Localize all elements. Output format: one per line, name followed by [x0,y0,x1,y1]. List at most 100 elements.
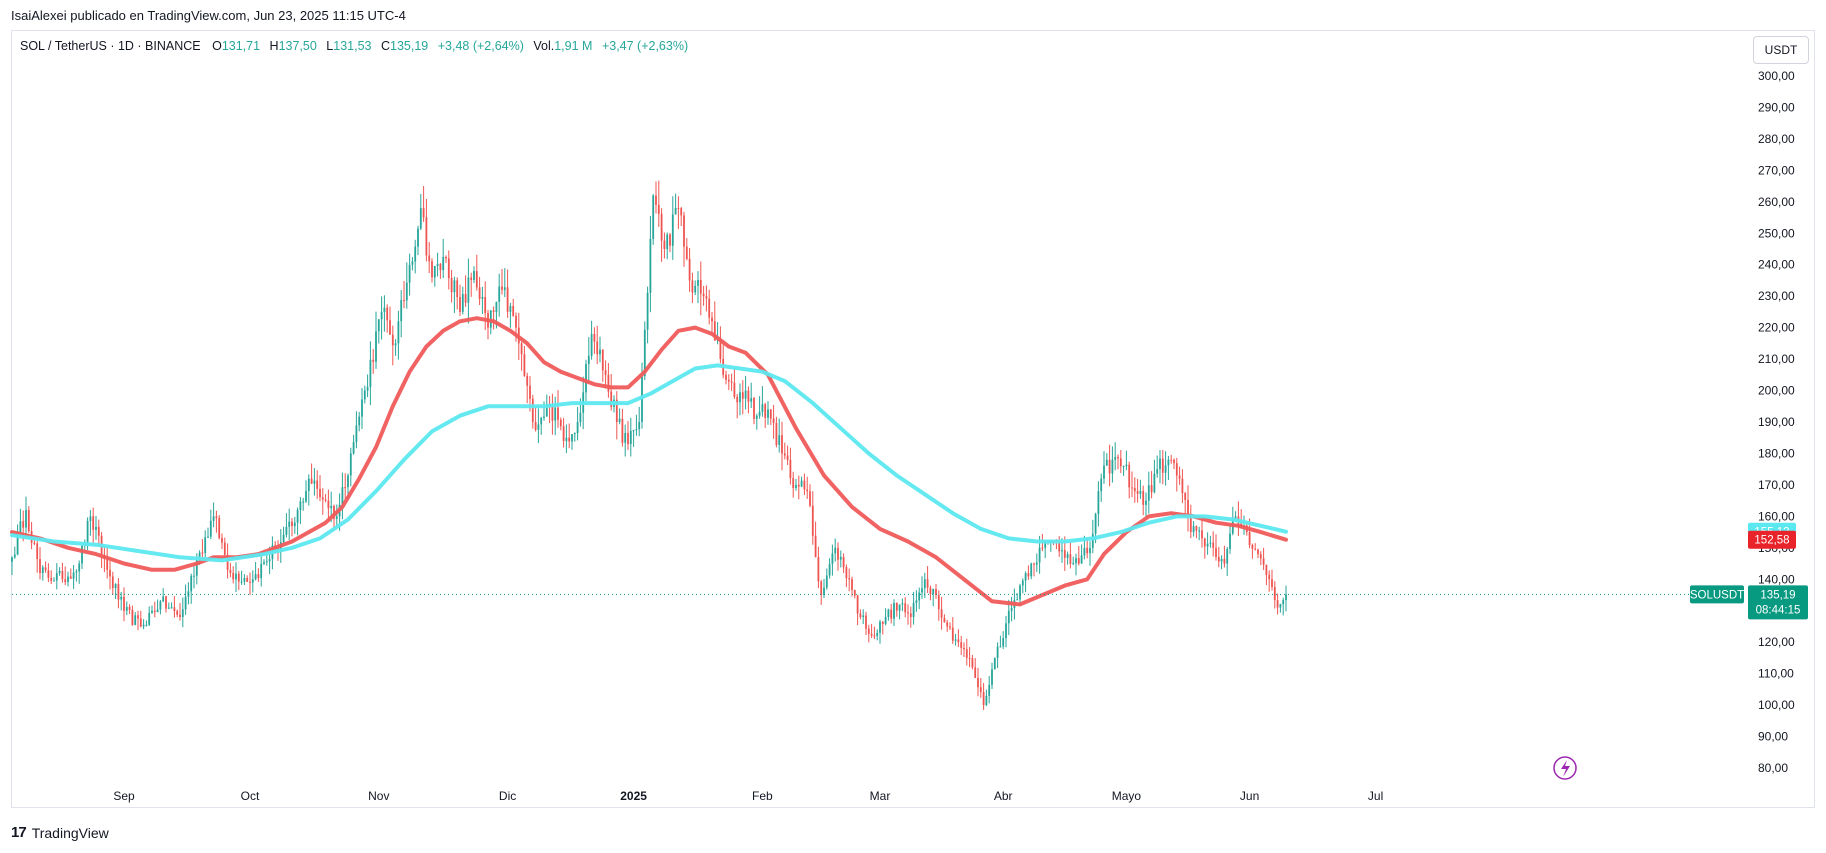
candle-body [97,526,100,536]
candle-body [16,532,19,555]
candle-body [691,280,694,293]
y-tick-label: 90,00 [1758,730,1788,744]
candle-body [1027,573,1030,577]
lightning-icon[interactable] [1553,756,1577,780]
candle-body [599,349,601,355]
candle-body [1035,562,1038,565]
brand[interactable]: 17 TradingView [11,824,109,841]
candle-body [1181,478,1184,494]
candle-body [232,572,235,580]
candle-body [39,559,41,573]
volume-label: Vol. [533,39,555,53]
price-change: +3,48 (+2,64%) [437,39,524,53]
symbol-tag [1690,585,1744,604]
candle-body [587,355,590,365]
candle-body [789,459,792,479]
candle-body [92,516,95,530]
candle-body [971,658,974,668]
candle-body [985,695,988,706]
candle-body [95,526,97,530]
candle-body [957,639,960,643]
open-label: O [212,39,222,53]
candle-body [1128,464,1131,488]
x-tick-label: Dic [499,789,516,803]
candle-body [733,382,736,397]
candle-body [929,587,932,594]
candle-body [111,576,114,589]
candle-body [201,552,204,554]
candle-body [1024,573,1027,581]
brand-name: TradingView [31,824,109,841]
candle-body [223,542,226,555]
candle-body [249,581,251,583]
candle-body [772,418,775,423]
y-tick-label: 170,00 [1758,478,1795,492]
candle-body [1273,587,1276,601]
candle-body [764,404,767,418]
candle-body [1257,549,1259,555]
candle-body [1271,579,1273,588]
candle-body [352,442,355,454]
symbol-name[interactable]: SOL / TetherUS · 1D · BINANCE [20,39,201,53]
candle-body [257,574,260,579]
y-tick-label: 270,00 [1758,163,1795,177]
candle-body [792,478,795,489]
candle-body [526,375,529,386]
candle-body [237,573,240,582]
candle-body [478,287,481,299]
candle-body [313,480,316,484]
candle-body [683,215,685,247]
symbol-tag-label: SOLUSDT [1690,589,1744,601]
candle-body [1086,547,1089,554]
candle-body [375,331,377,362]
candle-body [1248,532,1251,546]
y-tick-label: 260,00 [1758,195,1795,209]
candle-body [229,569,232,573]
candle-body [842,556,845,568]
candle-body [285,526,288,535]
candle-body [453,280,456,293]
y-tick-label: 190,00 [1758,415,1795,429]
candle-body [823,587,825,595]
candle-body [879,621,881,633]
candle-body [207,536,209,538]
candle-body [349,453,352,476]
candle-body [1259,554,1262,559]
candle-body [221,538,223,543]
candle-body [1122,466,1125,468]
candle-body [450,278,453,293]
candle-body [859,613,862,618]
candle-body [688,258,691,281]
candle-body [862,615,865,618]
candle-body [865,615,867,629]
candle-body [243,577,246,582]
candle-body [531,398,534,422]
currency-button[interactable]: USDT [1753,36,1809,64]
candle-body [921,588,923,593]
candle-body [809,491,811,506]
candle-body [509,305,512,312]
candle-body [307,478,310,492]
candle-body [943,617,946,623]
candle-body [753,398,755,419]
candle-body [347,475,349,488]
candle-body [811,505,814,536]
candle-body [330,505,333,509]
candle-body [445,256,447,259]
candle-body [747,390,750,402]
candle-body [386,307,389,321]
candle-body [571,434,573,442]
candle-body [1251,545,1254,549]
candle-body [341,487,344,505]
candle-body [845,567,848,579]
candle-body [226,554,229,570]
candle-body [391,334,394,346]
candle-body [120,596,123,600]
y-tick-label: 300,00 [1758,69,1795,83]
candle-body [19,521,22,533]
candle-body [702,293,705,297]
candle-body [288,521,291,527]
candle-body [1083,547,1086,556]
candle-body [117,584,120,600]
